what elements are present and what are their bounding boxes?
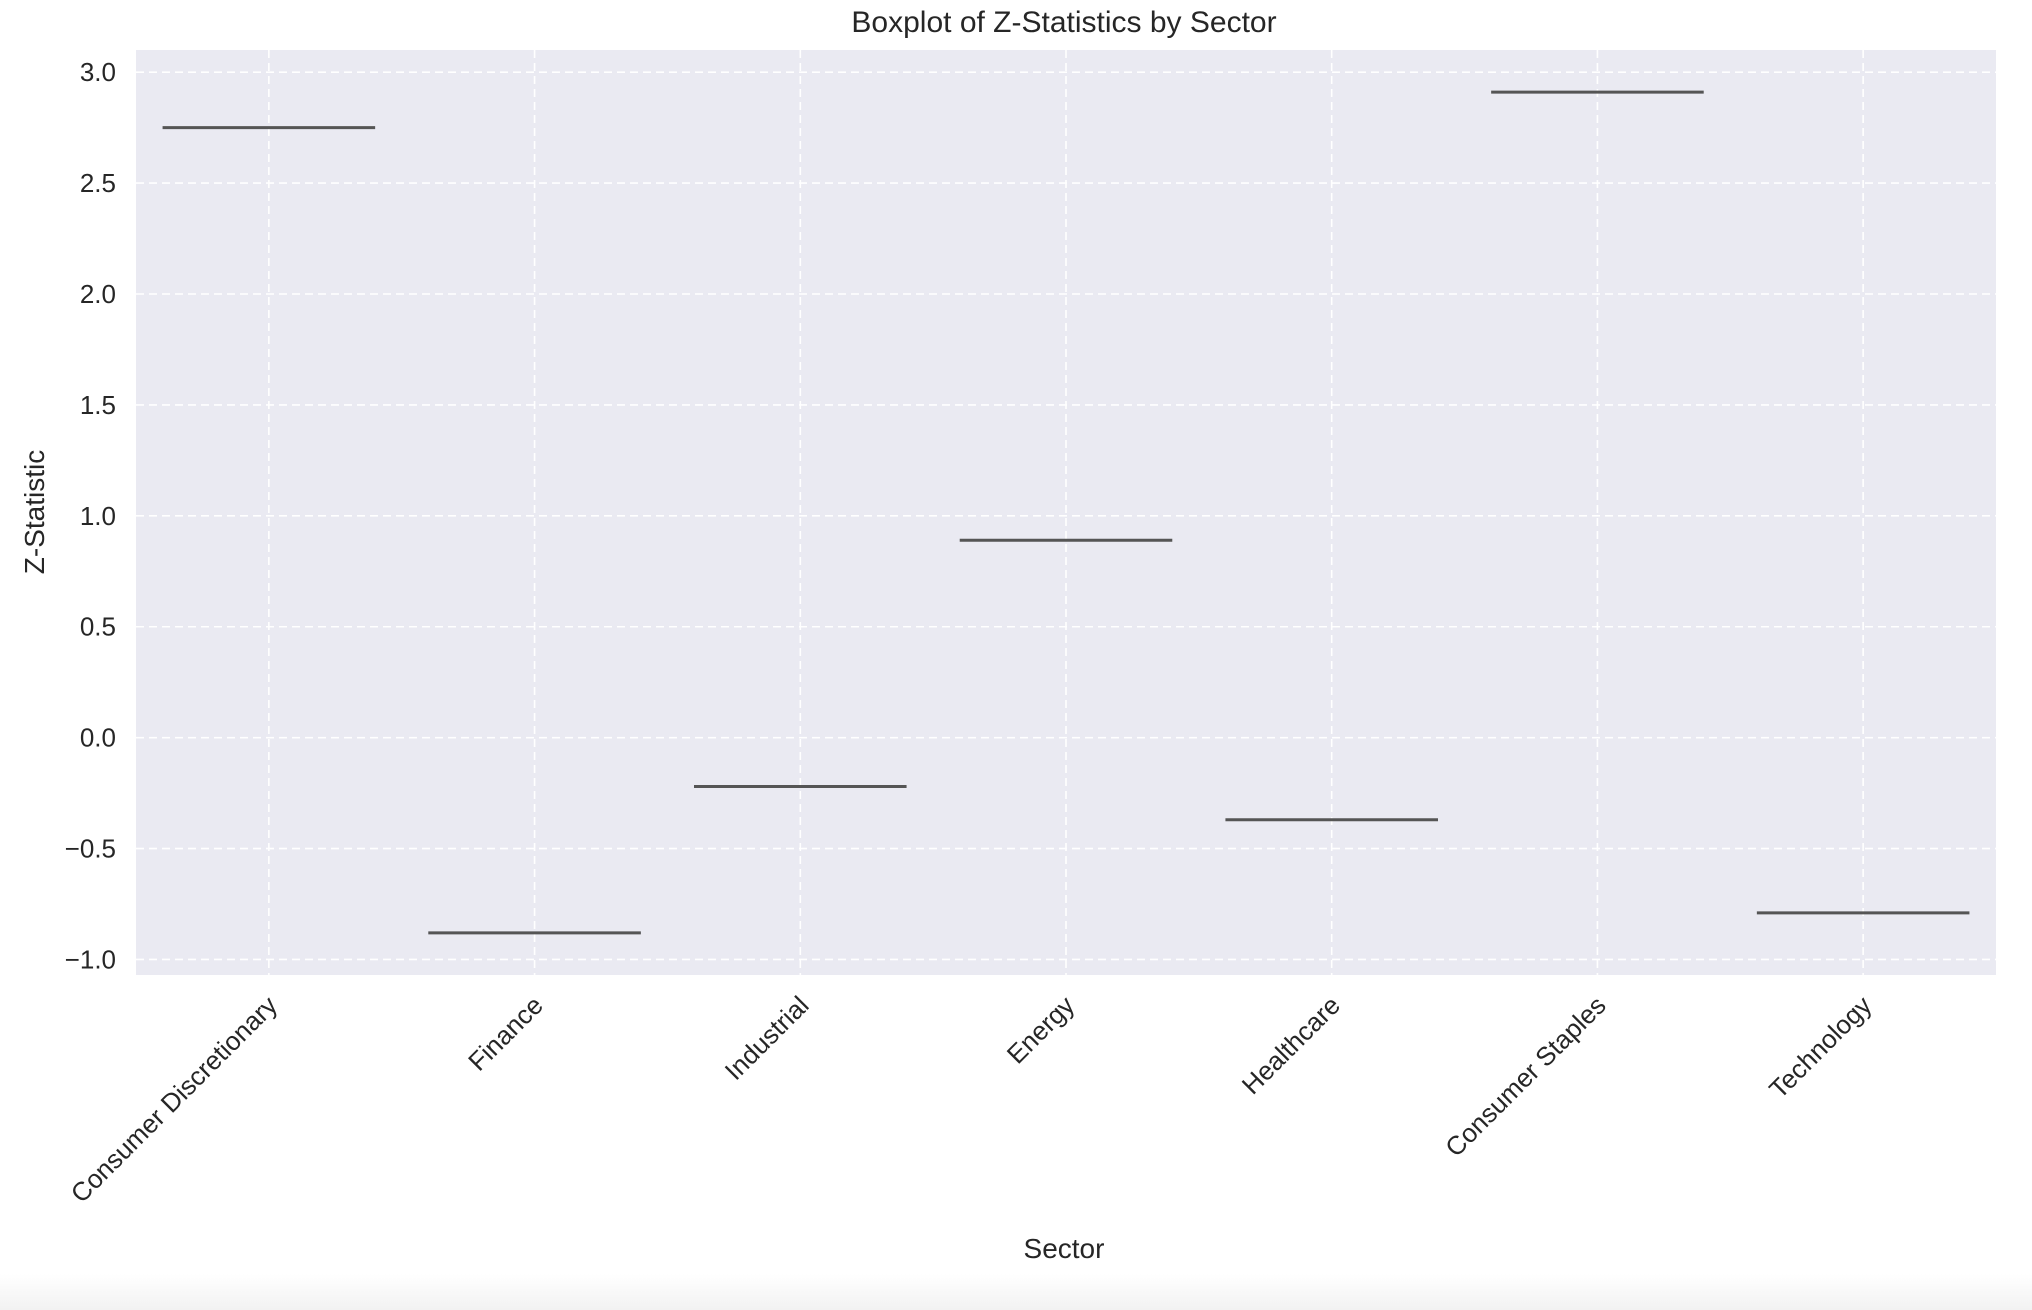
x-tick-label: Consumer Staples xyxy=(1439,990,1611,1162)
bottom-fade xyxy=(0,1274,2032,1310)
y-tick-label: 1.5 xyxy=(80,390,116,420)
x-axis-label: Sector xyxy=(1024,1233,1105,1264)
x-tick-label: Technology xyxy=(1763,990,1877,1104)
y-tick-label: 1.0 xyxy=(80,501,116,531)
y-tick-label: 3.0 xyxy=(80,57,116,87)
grid-lines xyxy=(136,50,1996,975)
x-tick-labels: Consumer Discretionary Finance Industrial E… xyxy=(65,990,1878,1208)
y-tick-label: 2.5 xyxy=(80,168,116,198)
y-tick-label: 0.5 xyxy=(80,612,116,642)
x-tick-label: Energy xyxy=(1001,990,1080,1069)
y-tick-label: 0.0 xyxy=(80,723,116,753)
x-tick-label: Consumer Discretionary xyxy=(65,990,283,1208)
chart-title: Boxplot of Z-Statistics by Sector xyxy=(851,6,1276,39)
x-tick-label: Healthcare xyxy=(1236,990,1346,1100)
y-tick-label: −1.0 xyxy=(65,944,116,974)
y-tick-label: −0.5 xyxy=(65,834,116,864)
box-marks xyxy=(162,90,1970,935)
x-tick-label: Finance xyxy=(462,990,549,1077)
y-tick-label: 2.0 xyxy=(80,279,116,309)
x-tick-label: Industrial xyxy=(719,990,815,1086)
y-tick-labels: −1.0 −0.5 0.0 0.5 1.0 1.5 2.0 2.5 3.0 xyxy=(65,57,116,974)
y-axis-label: Z-Statistic xyxy=(19,450,50,574)
